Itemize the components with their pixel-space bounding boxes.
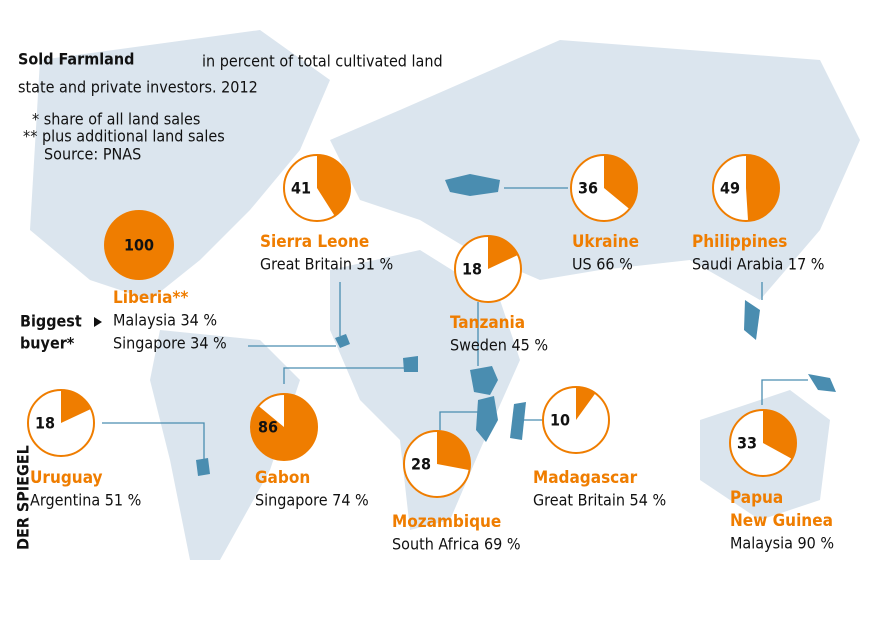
buyer: Singapore 74 % — [255, 491, 369, 510]
pie-value: 41 — [291, 179, 311, 198]
world-map — [30, 30, 860, 560]
pie-value: 49 — [720, 179, 740, 198]
country-name: Philippines — [692, 232, 787, 252]
buyer: Argentina 51 % — [30, 491, 141, 510]
pie-slice — [61, 390, 91, 423]
pie-slice — [104, 210, 174, 280]
pie-value: 18 — [35, 414, 55, 433]
country-name: Sierra Leone — [260, 232, 369, 252]
buyer-label: Biggest — [20, 312, 82, 331]
pie-slice — [488, 236, 518, 269]
pie-slice — [251, 394, 317, 460]
pie-value: 28 — [411, 455, 431, 474]
country-name: Liberia** — [113, 288, 188, 308]
subtitle: state and private investors. 2012 — [18, 78, 258, 97]
pie-value: 18 — [462, 260, 482, 279]
pie-slice — [437, 431, 470, 471]
buyer: Great Britain 54 % — [533, 491, 666, 510]
country-name: Mozambique — [392, 512, 501, 532]
country-name: Papua — [730, 488, 783, 508]
pie-value: 86 — [258, 418, 278, 437]
buyer-label: buyer* — [20, 334, 75, 353]
pie-slice — [763, 410, 796, 459]
pie-slice — [576, 387, 596, 420]
pie-slice — [604, 155, 638, 210]
pie-value: 36 — [578, 179, 598, 198]
pie-value: 33 — [737, 434, 757, 453]
buyer: Singapore 34 % — [113, 334, 227, 353]
pie-slice — [746, 155, 779, 221]
pie-slice — [317, 155, 350, 216]
buyer: Malaysia 90 % — [730, 534, 834, 553]
note: ** plus additional land sales — [23, 127, 225, 146]
watermark: DER SPIEGEL — [14, 445, 33, 550]
source: Source: PNAS — [44, 145, 141, 164]
buyer-arrow — [94, 317, 102, 327]
pie-value: 10 — [550, 411, 570, 430]
buyer: US 66 % — [572, 255, 633, 274]
country-name: Ukraine — [572, 232, 639, 252]
pie-value: 100 — [124, 236, 154, 255]
buyer: Sweden 45 % — [450, 336, 548, 355]
country-name: Tanzania — [450, 313, 525, 333]
country-name: New Guinea — [730, 511, 833, 531]
note: * share of all land sales — [32, 110, 200, 129]
country-name: Gabon — [255, 468, 310, 488]
buyer: Saudi Arabia 17 % — [692, 255, 824, 274]
country-name: Madagascar — [533, 468, 638, 488]
country-name: Uruguay — [30, 468, 102, 488]
buyer: Malaysia 34 % — [113, 311, 217, 330]
buyer: Great Britain 31 % — [260, 255, 393, 274]
buyer: South Africa 69 % — [392, 535, 521, 554]
title: Sold Farmland — [18, 50, 134, 69]
title-suffix: in percent of total cultivated land — [202, 52, 443, 71]
